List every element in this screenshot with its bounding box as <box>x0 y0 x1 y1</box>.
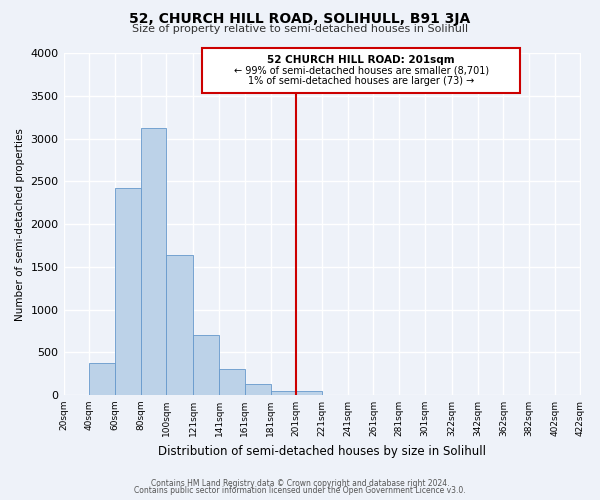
Text: 1% of semi-detached houses are larger (73) →: 1% of semi-detached houses are larger (7… <box>248 76 475 86</box>
Bar <box>193 335 219 395</box>
X-axis label: Distribution of semi-detached houses by size in Solihull: Distribution of semi-detached houses by … <box>158 444 486 458</box>
Bar <box>115 188 140 395</box>
Bar <box>166 255 193 395</box>
Bar <box>89 363 115 395</box>
Bar <box>245 384 271 395</box>
Bar <box>219 370 245 395</box>
Text: ← 99% of semi-detached houses are smaller (8,701): ← 99% of semi-detached houses are smalle… <box>233 65 489 75</box>
Text: Contains HM Land Registry data © Crown copyright and database right 2024.: Contains HM Land Registry data © Crown c… <box>151 478 449 488</box>
Text: Size of property relative to semi-detached houses in Solihull: Size of property relative to semi-detach… <box>132 24 468 34</box>
Text: 52, CHURCH HILL ROAD, SOLIHULL, B91 3JA: 52, CHURCH HILL ROAD, SOLIHULL, B91 3JA <box>130 12 470 26</box>
Bar <box>271 390 296 395</box>
Text: 52 CHURCH HILL ROAD: 201sqm: 52 CHURCH HILL ROAD: 201sqm <box>268 55 455 65</box>
Bar <box>140 128 166 395</box>
Bar <box>296 390 322 395</box>
FancyBboxPatch shape <box>202 48 520 94</box>
Y-axis label: Number of semi-detached properties: Number of semi-detached properties <box>15 128 25 320</box>
Text: Contains public sector information licensed under the Open Government Licence v3: Contains public sector information licen… <box>134 486 466 495</box>
